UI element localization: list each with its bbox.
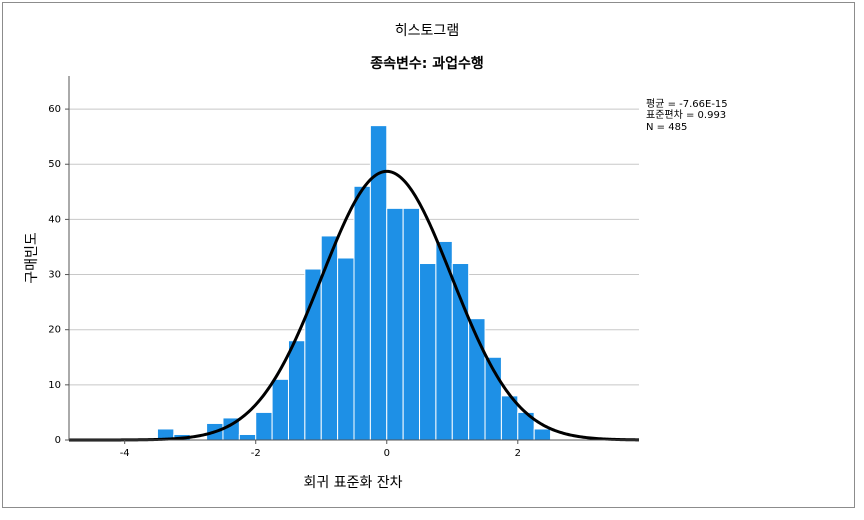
histogram-bar [451, 263, 470, 441]
histogram-bar [402, 207, 421, 441]
axes [65, 76, 639, 444]
chart-title: 히스토그램 [395, 23, 459, 39]
histogram-bars [156, 125, 552, 441]
y-tick-label: 10 [48, 380, 61, 391]
gridlines [69, 108, 639, 386]
y-tick-label: 50 [48, 159, 61, 170]
y-tick-label: 30 [48, 270, 61, 281]
histogram-bar [238, 433, 257, 441]
y-tick-label: 0 [55, 435, 61, 446]
histogram-bar [419, 263, 437, 441]
x-axis-label: 회귀 표준화 잔차 [303, 475, 402, 491]
histogram-bar [533, 428, 552, 441]
y-tick-label: 60 [48, 104, 61, 115]
histogram-bar [386, 207, 404, 441]
x-tick-label: 0 [384, 448, 390, 459]
y-tick-label: 40 [48, 214, 61, 225]
stat-mean: 평균 = -7.66E-15 [646, 98, 728, 110]
y-tick-label: 20 [48, 325, 61, 336]
stat-n: N = 485 [646, 122, 687, 133]
normal-curve [69, 169, 640, 442]
histogram-bar [353, 185, 371, 441]
histogram-bar [337, 257, 355, 441]
x-tick-labels: -4 -2 0 2 [120, 448, 521, 459]
stat-sd: 표준편차 = 0.993 [646, 109, 726, 121]
x-tick-label: 2 [515, 448, 521, 459]
y-tick-labels: 0 10 20 30 40 50 60 [48, 104, 61, 446]
x-tick-label: -4 [120, 448, 130, 459]
histogram-bar [320, 235, 339, 441]
chart-subtitle: 종속변수: 과업수행 [370, 56, 484, 72]
x-tick-label: -2 [251, 448, 261, 459]
histogram-bar [287, 340, 306, 441]
histogram-bar [271, 378, 289, 441]
histogram-bar [255, 411, 273, 441]
y-axis-label: 구매빈도 [24, 232, 40, 284]
